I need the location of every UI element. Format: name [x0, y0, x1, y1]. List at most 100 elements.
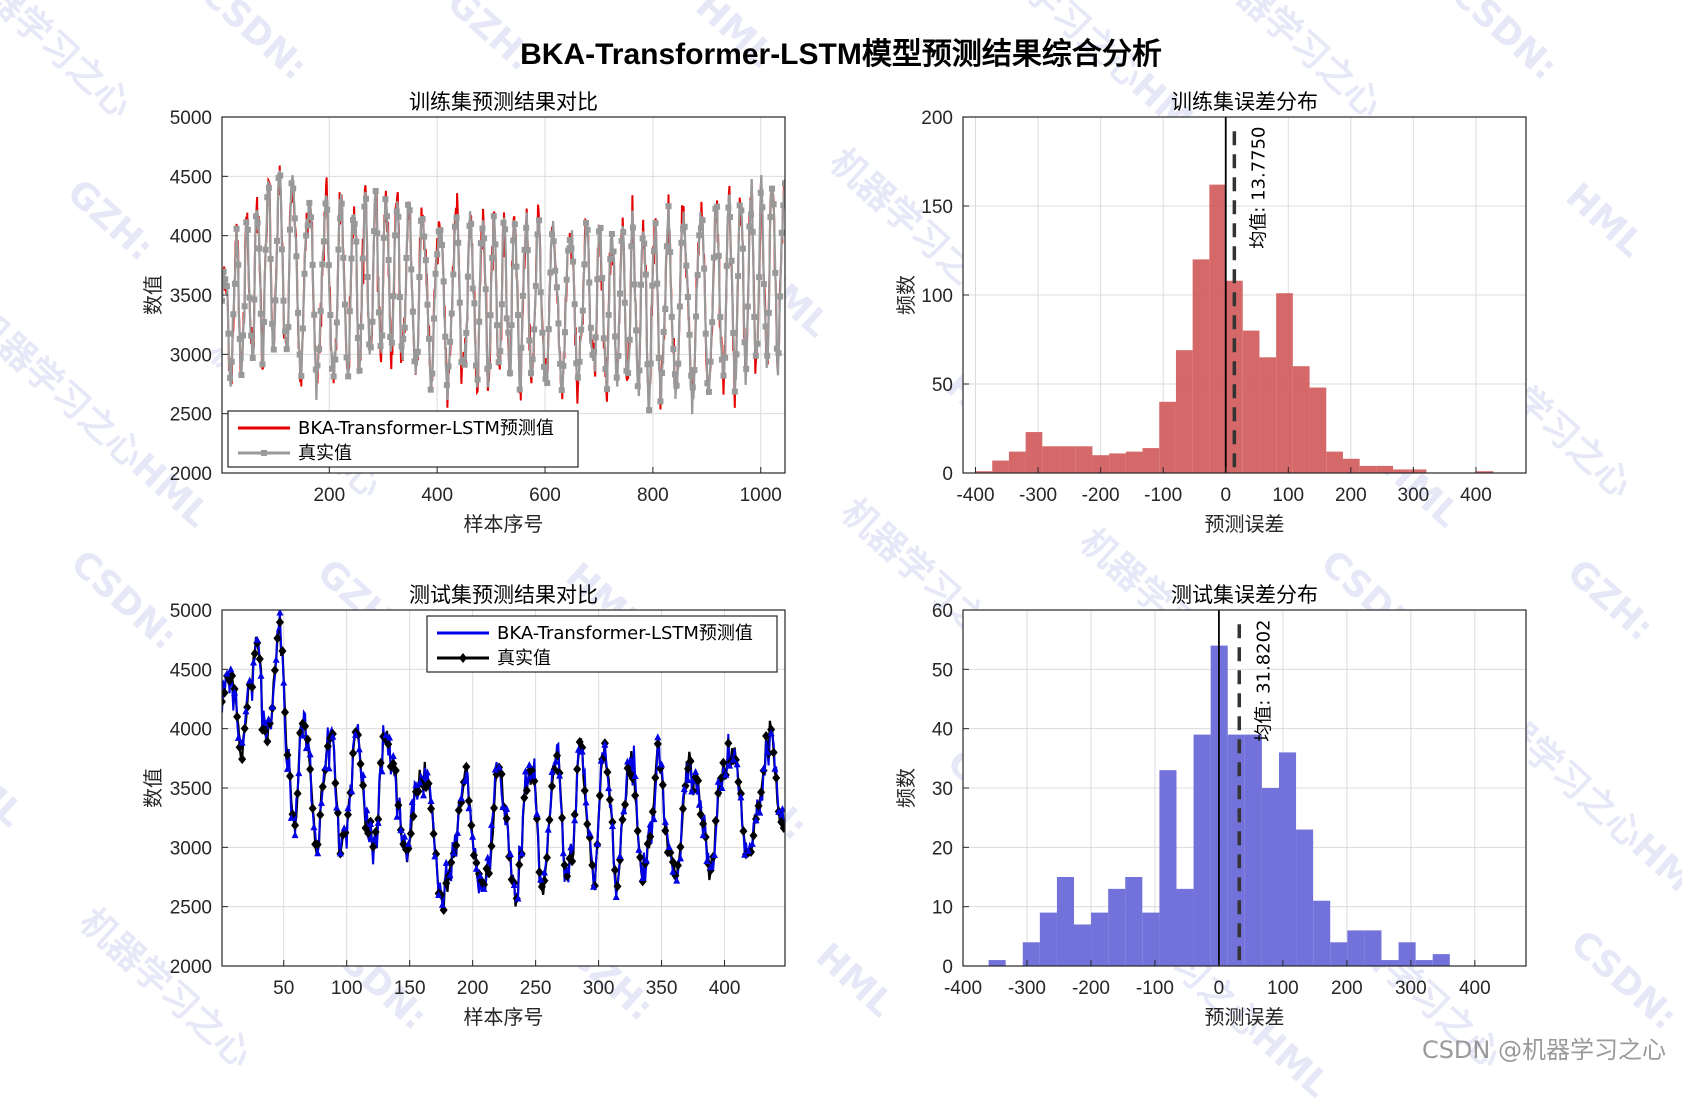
- prediction-marker: [363, 806, 371, 814]
- true-marker: [306, 199, 313, 206]
- x-tick-label: -100: [1144, 485, 1182, 506]
- true-marker: [603, 767, 612, 778]
- prediction-marker: [276, 610, 284, 616]
- true-marker: [345, 373, 352, 380]
- prediction-marker: [253, 635, 261, 643]
- prediction-marker: [393, 812, 401, 820]
- prediction-marker: [574, 745, 582, 753]
- true-marker: [308, 803, 317, 814]
- true-marker: [662, 306, 669, 313]
- true-marker: [353, 238, 360, 245]
- y-tick-label: 150: [921, 197, 953, 218]
- histogram-bar: [1074, 924, 1092, 966]
- prediction-marker: [386, 733, 394, 741]
- true-marker: [309, 261, 316, 268]
- mean-label: 均值: 31.8202: [1253, 619, 1274, 741]
- true-marker: [625, 370, 632, 377]
- true-marker: [329, 365, 336, 372]
- true-marker: [769, 185, 776, 192]
- true-marker: [777, 293, 784, 300]
- true-marker: [409, 308, 416, 315]
- prediction-marker: [306, 750, 314, 758]
- true-marker: [738, 207, 745, 214]
- prediction-marker: [548, 768, 556, 776]
- x-tick-label: 100: [1272, 485, 1304, 506]
- histogram-bar: [1125, 451, 1143, 473]
- true-marker: [684, 763, 693, 774]
- true-marker: [316, 345, 323, 352]
- y-axis-label: 数值: [141, 275, 165, 315]
- true-marker: [238, 372, 245, 379]
- true-marker: [584, 226, 591, 233]
- prediction-marker: [533, 809, 541, 817]
- prediction-marker: [714, 777, 722, 785]
- x-tick-label: -300: [1008, 978, 1046, 999]
- prediction-marker: [268, 702, 276, 710]
- prediction-marker: [737, 793, 745, 801]
- true-marker: [432, 270, 439, 277]
- true-marker: [600, 335, 607, 342]
- true-marker: [296, 351, 303, 358]
- true-marker: [583, 219, 590, 226]
- histogram-bar: [1091, 912, 1109, 966]
- prediction-marker: [382, 731, 390, 739]
- prediction-marker: [223, 669, 231, 677]
- true-marker: [516, 386, 523, 393]
- y-tick-label: 60: [932, 601, 953, 622]
- true-marker: [252, 213, 259, 220]
- true-marker: [772, 772, 781, 783]
- prediction-marker: [522, 767, 530, 775]
- true-marker: [775, 350, 782, 357]
- true-marker: [508, 322, 515, 329]
- histogram-bar: [1042, 446, 1060, 473]
- true-marker: [563, 276, 570, 283]
- prediction-marker: [234, 733, 242, 741]
- true-marker: [477, 240, 484, 247]
- histogram-bar: [1393, 469, 1410, 473]
- prediction-marker: [642, 856, 650, 864]
- true-marker: [250, 648, 259, 659]
- prediction-marker: [688, 787, 696, 795]
- prediction-marker: [374, 818, 382, 826]
- true-marker: [686, 756, 695, 767]
- prediction-marker: [673, 876, 681, 884]
- prediction-marker: [397, 826, 405, 834]
- true-marker: [422, 257, 429, 264]
- true-marker: [256, 245, 263, 252]
- legend-label-prediction: BKA-Transformer-LSTM预测值: [298, 418, 554, 439]
- y-tick-label: 3500: [170, 779, 212, 800]
- true-marker: [563, 871, 572, 882]
- true-marker: [440, 278, 447, 285]
- prediction-marker: [699, 831, 707, 839]
- true-marker: [262, 246, 269, 253]
- prediction-marker: [707, 863, 715, 871]
- prediction-marker: [695, 800, 703, 808]
- true-marker: [746, 223, 753, 230]
- legend-label-true: 真实值: [298, 443, 352, 464]
- true-marker: [678, 803, 687, 814]
- true-marker: [757, 189, 764, 196]
- true-marker: [356, 367, 363, 374]
- true-marker: [587, 324, 594, 331]
- true-marker: [460, 356, 467, 363]
- true-marker: [566, 237, 573, 244]
- true-marker: [688, 372, 695, 379]
- true-marker: [391, 765, 400, 776]
- prediction-marker: [242, 707, 250, 715]
- true-marker: [586, 279, 593, 286]
- true-marker: [288, 180, 295, 187]
- true-marker: [660, 328, 667, 335]
- x-tick-label: 400: [709, 978, 741, 999]
- histogram-bar: [1159, 770, 1177, 966]
- true-marker: [678, 239, 685, 246]
- y-tick-label: 2000: [170, 464, 212, 485]
- true-marker: [241, 303, 248, 310]
- true-marker: [419, 216, 426, 223]
- true-marker: [331, 778, 340, 789]
- prediction-marker: [412, 781, 420, 789]
- true-marker: [233, 225, 240, 232]
- histogram-bar: [1059, 446, 1076, 473]
- y-tick-label: 10: [932, 898, 953, 919]
- true-marker: [392, 232, 399, 239]
- true-marker: [356, 759, 365, 770]
